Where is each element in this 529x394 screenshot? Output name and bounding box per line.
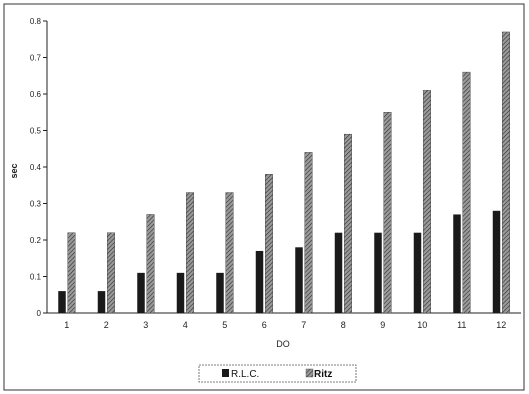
x-tick-label: 4 [183,320,188,330]
legend-box [198,364,357,383]
bar-ritz [344,133,352,314]
x-tick-label: 3 [143,320,148,330]
x-tick-label: 6 [262,320,267,330]
x-tick-label: 7 [301,320,306,330]
bar-ritz [304,152,313,314]
bar-rlc [413,232,422,313]
bar-rlc [97,291,106,313]
bar-rlc [453,214,461,313]
y-tick-label: 0.6 [30,90,42,99]
bar-ritz [146,214,155,314]
y-tick-label: 0.4 [30,163,42,172]
y-tick-label: 0 [37,309,42,318]
x-tick-label: 9 [380,320,385,330]
legend-swatch-rlc [222,369,229,377]
bar-ritz [186,192,194,314]
bar-ritz [462,71,471,314]
legend-swatch-ritz [305,368,314,378]
y-tick-label: 0.1 [30,273,42,282]
x-axis-title: DO [276,339,290,349]
legend-label-ritz: Ritz [314,369,332,380]
x-tick-label: 2 [104,320,109,330]
y-tick-label: 0.3 [30,200,42,209]
y-axis: 0 0.1 0.2 0.3 0.4 0.5 0.6 0.7 0.8 [30,17,48,318]
chart-border [3,3,525,391]
x-axis: 1 2 3 4 5 6 7 8 9 10 11 12 [47,312,521,330]
bar-ritz [265,174,273,314]
y-tick-label: 0.8 [30,17,42,26]
x-tick-label: 1 [64,320,69,330]
bars [58,31,510,314]
x-tick-label: 5 [222,320,227,330]
bar-rlc [255,250,264,313]
bar-rlc [58,291,66,313]
bar-rlc [295,247,303,313]
x-tick-label: 11 [457,320,466,330]
y-axis-title: sec [9,163,19,178]
bar-ritz [423,90,431,314]
bar-rlc [374,232,382,313]
bar-rlc [334,232,343,313]
legend: R.L.C. Ritz [198,364,357,383]
x-tick-label: 8 [341,320,346,330]
bar-ritz [225,192,234,314]
y-tick-label: 0.2 [30,236,42,245]
x-tick-label: 12 [496,320,506,330]
bar-rlc [137,272,145,313]
bar-rlc [492,210,501,313]
bar-ritz [502,31,510,314]
legend-label-rlc: R.L.C. [231,369,259,380]
x-tick-label: 10 [417,320,427,330]
y-tick-label: 0.7 [30,54,42,63]
y-tick-label: 0.5 [30,127,42,136]
bar-ritz [67,232,76,314]
bar-rlc [216,272,224,313]
bar-ritz [107,232,115,314]
bar-ritz [383,112,392,314]
bar-rlc [176,272,185,313]
